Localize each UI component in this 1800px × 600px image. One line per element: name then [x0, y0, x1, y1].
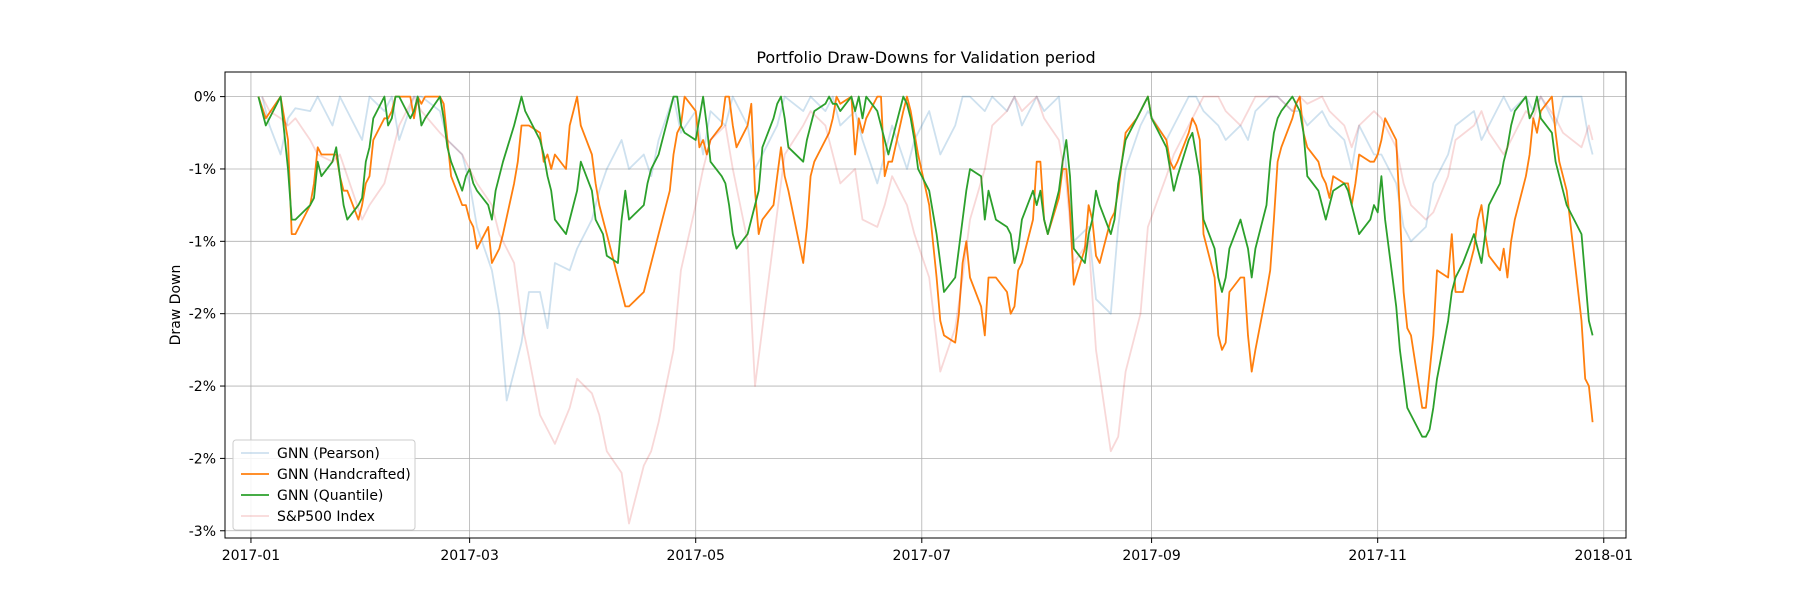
series-line-gnn-quantile	[257, 95, 1594, 438]
legend-label: GNN (Handcrafted)	[277, 467, 411, 483]
x-tick-label: 2017-01	[222, 548, 281, 564]
legend-label: S&P500 Index	[277, 509, 375, 525]
x-tick-label: 2017-05	[666, 548, 725, 564]
legend-box	[232, 439, 416, 531]
y-tick-label: 0%	[194, 90, 216, 106]
plot-frame	[224, 71, 1627, 539]
x-tick-label: 2018-01	[1575, 548, 1634, 564]
y-tick-label: -1%	[189, 234, 216, 250]
y-axis-ticks: 0% -1% -1% -2% -2% -2% -3%	[189, 90, 225, 540]
series-line-s-p500-index	[261, 95, 1594, 525]
y-tick-label: -2%	[189, 451, 216, 467]
x-axis-ticks: 2017-01 2017-03 2017-05 2017-07 2017-09 2017-…	[222, 538, 1633, 564]
y-tick-label: -2%	[189, 307, 216, 323]
plot-lines	[257, 95, 1594, 525]
legend: GNN (Pearson) GNN (Handcrafted) GNN (Quant…	[232, 439, 416, 531]
series-line-gnn-handcrafted	[257, 95, 1594, 423]
x-tick-label: 2017-07	[893, 548, 952, 564]
x-tick-label: 2017-11	[1348, 548, 1407, 564]
grid-layer	[225, 72, 1626, 538]
legend-label: GNN (Quantile)	[277, 488, 383, 504]
legend-label: GNN (Pearson)	[277, 446, 380, 462]
x-tick-label: 2017-09	[1122, 548, 1181, 564]
y-axis-label: Draw Down	[168, 265, 184, 346]
y-tick-label: -2%	[189, 379, 216, 395]
x-tick-label: 2017-03	[440, 548, 499, 564]
chart-title: Portfolio Draw-Downs for Validation peri…	[756, 48, 1095, 67]
y-tick-label: -3%	[189, 524, 216, 540]
y-tick-label: -1%	[189, 162, 216, 178]
